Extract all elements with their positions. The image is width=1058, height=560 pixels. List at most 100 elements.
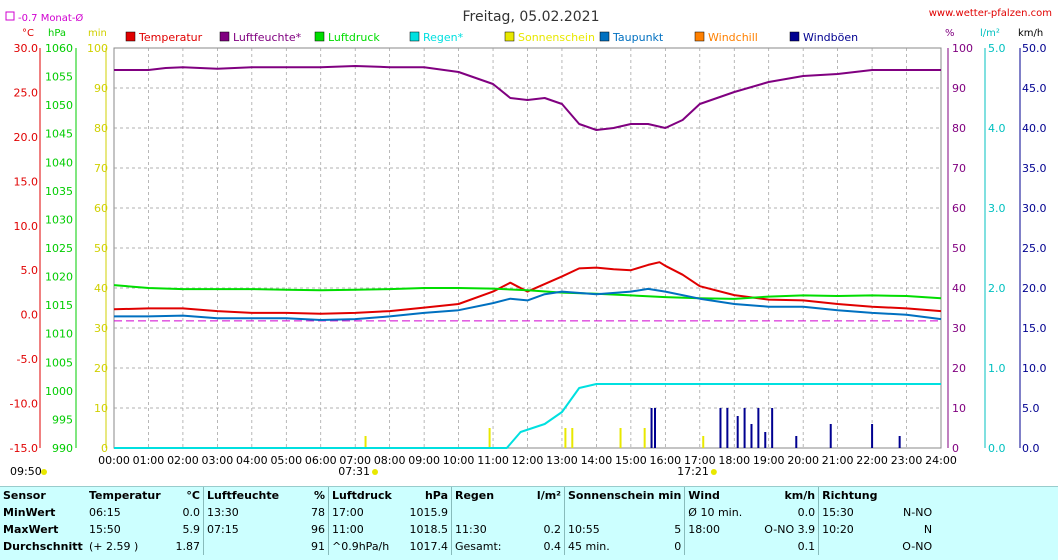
cell: 0.2: [543, 523, 562, 536]
legend: Temperatur Luftfeuchte* Luftdruck Regen* Son…: [125, 31, 858, 44]
hpa-tick-label: 1040: [45, 156, 73, 169]
cell: 13:30: [203, 504, 298, 521]
cell: (+ 2.59 ): [89, 540, 139, 553]
x-tick-label: 13:00: [546, 454, 578, 467]
cell: O-NO 3.9: [764, 523, 816, 536]
legend-swatch: [789, 31, 800, 42]
wind-tick-label: 45.0: [1022, 82, 1047, 95]
pct-tick-label: 80: [952, 122, 966, 135]
sunshine-bar: [702, 436, 705, 448]
cell: 15:50: [89, 523, 121, 536]
sunshine-start-label: 09:50: [10, 465, 42, 478]
x-tick-label: 23:00: [891, 454, 923, 467]
x-tick-label: 18:00: [718, 454, 750, 467]
axis-ticks: 30.0 25.0 20.0 15.0 10.0 5.0 0.0 -5.0 -10.0 -15.0…: [10, 42, 1047, 467]
rain-tick-label: 1.0: [988, 362, 1006, 375]
x-tick-label: 24:00: [925, 454, 957, 467]
cell: 18:00: [684, 521, 762, 538]
wind-tick-label: 35.0: [1022, 162, 1047, 175]
stats-row-max: MaxWert 15:50 5.9 07:15 96 11:00 1018.5 …: [0, 521, 935, 538]
cell: Ø 10 min.: [684, 504, 762, 521]
series-line-temperatur: [113, 261, 942, 315]
hdr-wind-unit: km/h: [784, 489, 816, 502]
sunset-marker-icon: [710, 469, 717, 475]
gust-bar: [757, 408, 760, 448]
monthly-avg-label: -0.7 Monat-Ø: [18, 12, 83, 24]
gust-bar: [653, 408, 656, 448]
rain-tick-label: 0.0: [988, 442, 1006, 455]
weather-chart: Freitag, 05.02.2021 www.wetter-pfalzen.c…: [5, 8, 1052, 478]
gust-bar: [795, 436, 798, 448]
x-tick-label: 19:00: [753, 454, 785, 467]
hdr-sensor: Sensor: [3, 489, 46, 502]
cell: 5: [674, 523, 682, 536]
gust-bar: [650, 408, 653, 448]
min-tick-label: 50: [94, 242, 108, 255]
gust-bar: [764, 432, 767, 448]
wind-tick-label: 10.0: [1022, 362, 1047, 375]
cell: N-NO: [903, 506, 933, 519]
site-link[interactable]: www.wetter-pfalzen.com: [929, 8, 1052, 19]
unit-celsius: °C: [22, 28, 34, 39]
hdr-dir: Richtung: [818, 487, 936, 504]
legend-label: Windchill: [708, 31, 758, 44]
x-tick-label: 05:00: [270, 454, 302, 467]
hpa-tick-label: 995: [52, 413, 73, 426]
legend-label: Sonnenschein: [518, 31, 595, 44]
temp-tick-label: 0.0: [21, 309, 39, 322]
unit-percent: %: [945, 28, 955, 39]
cell: 11:30: [451, 521, 530, 538]
cell: 1.87: [175, 540, 201, 553]
pct-tick-label: 30: [952, 322, 966, 335]
sunshine-bar: [643, 428, 646, 448]
cell: 78: [311, 506, 325, 519]
series-line-luftdruck: [113, 284, 942, 300]
legend-swatch: [694, 31, 705, 42]
gust-bar: [726, 408, 729, 448]
stats-panel: Sensor Temperatur °C Luftfeuchte % Luftd…: [0, 486, 1058, 560]
cell: 1015.9: [409, 506, 449, 519]
cell: 96: [311, 523, 325, 536]
legend-swatch: [219, 31, 230, 42]
hdr-temp-unit: °C: [186, 489, 200, 502]
min-tick-label: 20: [94, 362, 108, 375]
series-line-taupunkt: [114, 287, 942, 321]
stats-table: Sensor Temperatur °C Luftfeuchte % Luftd…: [0, 487, 936, 555]
legend-label: Taupunkt: [612, 31, 664, 44]
legend-label: Temperatur: [138, 31, 203, 44]
x-tick-label: 08:00: [374, 454, 406, 467]
gust-bar: [871, 424, 874, 448]
series-lines: [113, 65, 942, 449]
x-tick-label: 10:00: [443, 454, 475, 467]
x-tick-label: 17:00: [684, 454, 716, 467]
x-tick-label: 14:00: [581, 454, 613, 467]
hdr-hum: Luftfeuchte: [203, 487, 298, 504]
sunset-marker-label: 17:21: [677, 465, 709, 478]
rain-tick-label: 3.0: [988, 202, 1006, 215]
temp-tick-label: 25.0: [14, 86, 39, 99]
cell: 06:15: [89, 506, 121, 519]
cell: [684, 538, 762, 555]
x-tick-label: 06:00: [305, 454, 337, 467]
legend-swatch: [504, 31, 515, 42]
cell: [451, 504, 530, 521]
hpa-tick-label: 1030: [45, 213, 73, 226]
cell: ^0.9hPa/h: [328, 538, 405, 555]
sunshine-start-icon: [41, 469, 47, 475]
wind-tick-label: 25.0: [1022, 242, 1047, 255]
legend-swatch: [314, 31, 325, 42]
wind-tick-label: 15.0: [1022, 322, 1047, 335]
temp-tick-label: -15.0: [10, 442, 38, 455]
cell: 17:00: [328, 504, 405, 521]
hdr-hum-unit: %: [313, 489, 325, 502]
unit-min: min: [88, 28, 107, 39]
bar-marks: [364, 408, 901, 448]
cell: 1018.5: [409, 523, 449, 536]
x-tick-label: 04:00: [236, 454, 268, 467]
cell: 91: [311, 540, 325, 553]
wind-tick-label: 30.0: [1022, 202, 1047, 215]
x-tick-label: 20:00: [787, 454, 819, 467]
x-tick-label: 09:00: [408, 454, 440, 467]
hpa-tick-label: 1010: [45, 328, 73, 341]
